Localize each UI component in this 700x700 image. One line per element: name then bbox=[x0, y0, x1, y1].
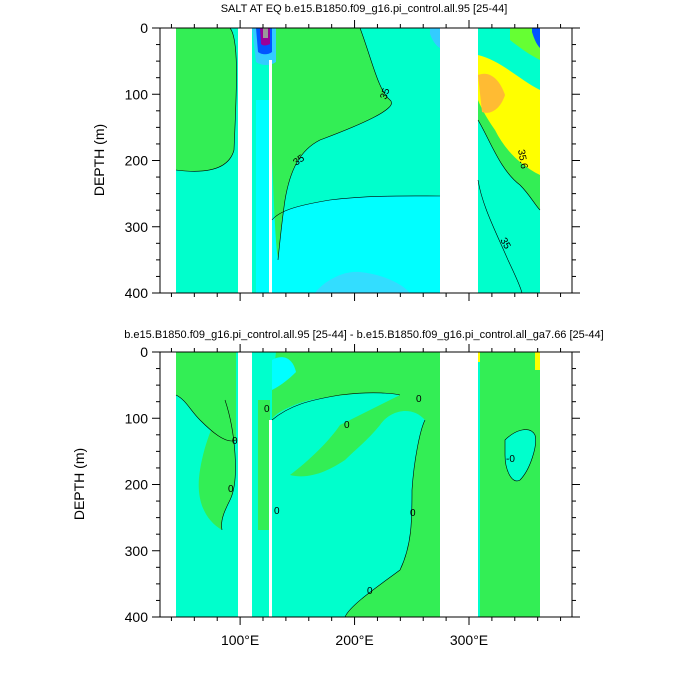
bottom-plot-area bbox=[175, 352, 563, 618]
top-green-main bbox=[272, 28, 392, 260]
top-right-lightgreen bbox=[510, 28, 540, 60]
ytick-label: 400 bbox=[125, 609, 149, 625]
top-cyan-region bbox=[272, 195, 440, 293]
bottom-contour-1 bbox=[175, 394, 237, 442]
ytick-label: 300 bbox=[125, 543, 149, 559]
top-ylabel: DEPTH (m) bbox=[91, 124, 107, 196]
bottom-land-gap-4 bbox=[540, 352, 563, 617]
bottom-title: b.e15.B1850.f09_g16.pi_control.all.95 [2… bbox=[124, 329, 603, 341]
bottom-land-gap-1 bbox=[238, 352, 252, 617]
bottom-clabel-4: 0 bbox=[344, 420, 350, 431]
bottom-clabel-8: 0 bbox=[367, 586, 373, 597]
ytick-label: 200 bbox=[125, 153, 149, 169]
top-contour-2 bbox=[277, 27, 392, 261]
top-plot-area bbox=[175, 27, 563, 294]
top-right-orange bbox=[478, 73, 505, 113]
bottom-clabel-3: 0 bbox=[416, 394, 422, 405]
top-contour-4 bbox=[477, 179, 523, 294]
ytick-label: 400 bbox=[125, 285, 149, 301]
top-contour-3 bbox=[271, 195, 441, 221]
top-land-gap-2 bbox=[269, 60, 272, 293]
bottom-clabel-7: 0 bbox=[410, 508, 416, 519]
bottom-cyan-surface bbox=[272, 357, 296, 390]
bottom-green-mid bbox=[198, 400, 236, 530]
bottom-contour-2 bbox=[221, 399, 236, 531]
ytick-label: 100 bbox=[125, 86, 149, 102]
top-clabel-1: 35 bbox=[378, 86, 392, 101]
bottom-clabel-2: 0 bbox=[264, 404, 270, 415]
bottom-green-right bbox=[480, 352, 540, 617]
ytick-label: 100 bbox=[125, 410, 149, 426]
top-green-left bbox=[176, 28, 237, 172]
top-clabel-3: 35.6 bbox=[515, 149, 529, 171]
top-lightblue-bottom bbox=[315, 271, 410, 293]
bottom-contour-5 bbox=[504, 429, 536, 482]
top-axes: 0 100 200 300 400 bbox=[125, 20, 580, 301]
top-land-gap-3 bbox=[440, 28, 478, 293]
bottom-spot-3 bbox=[535, 352, 540, 370]
bottom-strip-green bbox=[258, 400, 270, 530]
top-fresh-4 bbox=[263, 28, 268, 38]
top-fresh-east bbox=[430, 28, 440, 48]
xtick-label: 100°E bbox=[221, 632, 259, 648]
ytick-label: 300 bbox=[125, 219, 149, 235]
bottom-clabel-1: 0 bbox=[232, 436, 238, 447]
bottom-clabel-9: -0 bbox=[506, 454, 515, 465]
bottom-clabel-6: 0 bbox=[274, 506, 280, 517]
xtick-label: 200°E bbox=[335, 632, 373, 648]
xtick-label: 300°E bbox=[450, 632, 488, 648]
top-land-gap-4 bbox=[540, 28, 563, 293]
bottom-land-gap-2 bbox=[269, 420, 272, 617]
top-land-gap-1 bbox=[238, 28, 252, 293]
bottom-axes: 0 100 200 300 400 100°E 200°E 300°E bbox=[125, 344, 580, 648]
top-title: SALT AT EQ b.e15.B1850.f09_g16.pi_contro… bbox=[221, 3, 508, 15]
bottom-clabel-5: 0 bbox=[228, 484, 234, 495]
top-contour-1 bbox=[175, 27, 237, 172]
bottom-contour-4 bbox=[271, 392, 401, 421]
top-cyan-strip bbox=[256, 100, 272, 293]
bottom-ylabel: DEPTH (m) bbox=[71, 448, 87, 520]
top-clabel-4: 35 bbox=[497, 236, 512, 252]
top-fresh-far-east bbox=[532, 28, 540, 48]
ytick-label: 0 bbox=[140, 20, 148, 36]
ytick-label: 200 bbox=[125, 477, 149, 493]
top-contour-5 bbox=[477, 119, 541, 211]
bottom-contour-3 bbox=[344, 419, 426, 618]
bottom-base-fill bbox=[176, 352, 540, 617]
ytick-label: 0 bbox=[140, 344, 148, 360]
bottom-land-gap-3 bbox=[440, 352, 478, 617]
bottom-contour-labels: 0 0 0 0 0 0 0 0 -0 bbox=[228, 394, 515, 597]
